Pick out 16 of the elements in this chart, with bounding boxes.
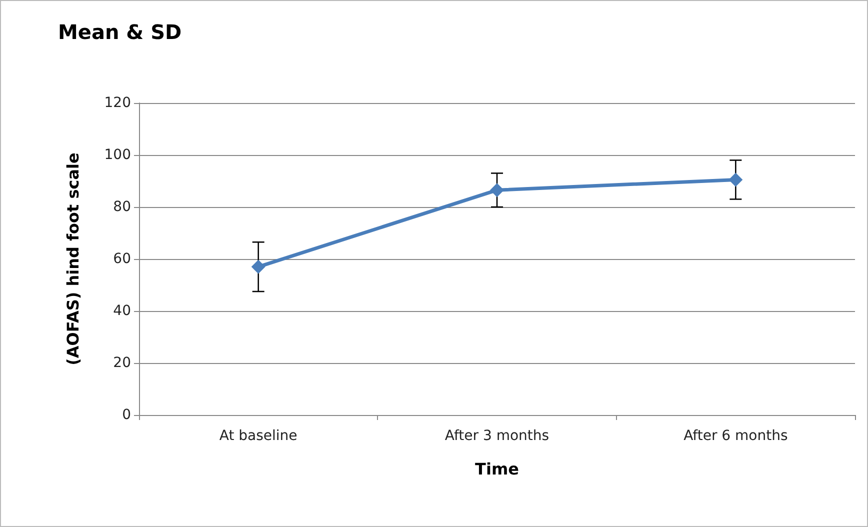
x-tick-label: After 6 months	[684, 428, 788, 444]
y-axis-title: (AOFAS) hind foot scale	[64, 152, 82, 366]
y-tick-label: 40	[113, 303, 131, 319]
y-tick-label: 0	[122, 407, 131, 423]
point	[490, 183, 504, 198]
x-axis-title: Time	[475, 460, 520, 478]
chart-title: Mean & SD	[58, 20, 182, 44]
y-tick-label: 100	[104, 147, 131, 163]
x-tick-label: At baseline	[219, 428, 298, 444]
y-tick-label: 20	[113, 355, 131, 371]
y-tick-label: 60	[113, 251, 131, 267]
x-tick-label: After 3 months	[444, 428, 550, 444]
y-tick-label: 120	[104, 95, 131, 111]
point	[728, 172, 743, 187]
y-tick-label: 80	[113, 199, 131, 215]
point	[251, 260, 266, 274]
